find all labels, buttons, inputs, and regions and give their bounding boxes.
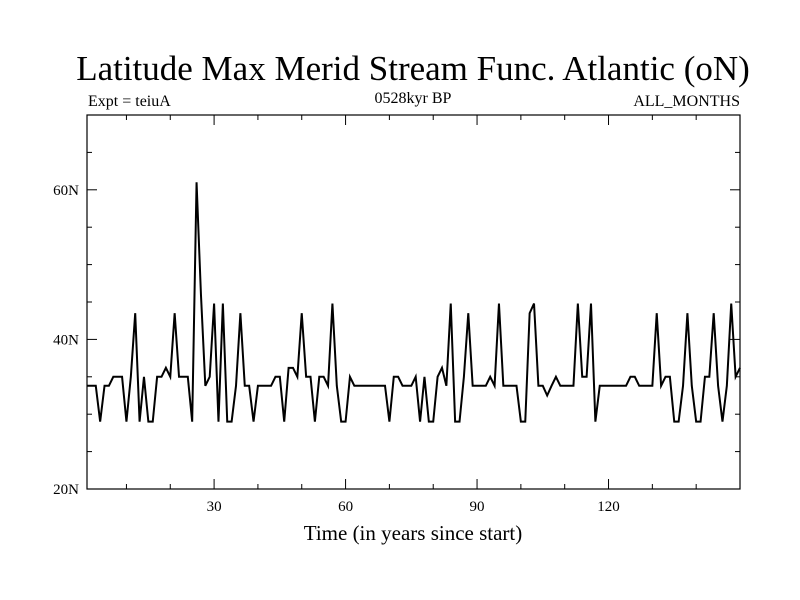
y-tick-label: 20N <box>53 482 79 498</box>
axis-ticks: 30 60 90 120 20N 40N 60N <box>53 114 740 515</box>
experiment-label: Expt = teiuA <box>88 93 171 110</box>
plot-frame <box>86 114 741 490</box>
x-tick-label: 90 <box>470 499 485 515</box>
period-label: 0528kyr BP <box>375 90 452 107</box>
series-line <box>87 182 741 423</box>
x-tick-label: 120 <box>597 499 620 515</box>
x-tick-label: 60 <box>338 499 353 515</box>
x-axis-label: Time (in years since start) <box>304 521 523 545</box>
x-tick-label: 30 <box>207 499 222 515</box>
chart-title: Latitude Max Merid Stream Func. Atlantic… <box>76 49 750 88</box>
y-tick-label: 40N <box>53 332 79 348</box>
months-label: ALL_MONTHS <box>633 93 740 110</box>
y-tick-label: 60N <box>53 183 79 199</box>
